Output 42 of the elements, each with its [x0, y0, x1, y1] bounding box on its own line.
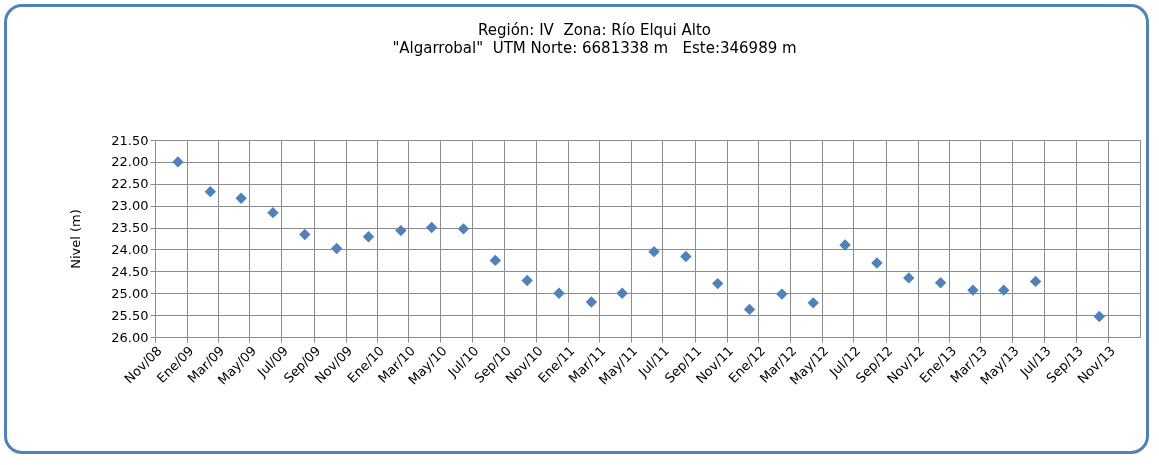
point [457, 223, 470, 235]
point [425, 221, 438, 234]
point [585, 296, 598, 308]
point [553, 287, 565, 299]
chart-subtitle: "Algarrobal" UTM Norte: 6681338 m Este:346989 m [392, 39, 797, 57]
y-tick-label: 24.00 [111, 241, 149, 257]
point [235, 192, 247, 204]
point [204, 185, 217, 198]
point [1093, 310, 1105, 323]
y-tick-label: 25.50 [111, 307, 149, 323]
point [616, 287, 628, 299]
chart-title: Región: IV Zona: Río Elqui Alto [478, 21, 711, 39]
point [934, 277, 947, 289]
y-tick-label: 22.50 [111, 176, 149, 192]
y-tick-label: 25.00 [111, 285, 149, 301]
y-tick-label: 22.00 [111, 154, 149, 170]
point [680, 250, 692, 263]
point [967, 284, 979, 296]
point [1029, 275, 1042, 288]
point [267, 206, 279, 219]
point [489, 254, 502, 267]
point [172, 156, 184, 168]
y-axis-title: Nivel (m) [68, 209, 84, 269]
point [807, 297, 819, 309]
point [998, 284, 1010, 296]
point [871, 257, 883, 269]
y-tick-label: 26.00 [111, 329, 149, 345]
point [521, 274, 533, 287]
y-tick-label: 23.00 [111, 198, 149, 214]
y-tick-label: 21.50 [111, 132, 149, 148]
point [743, 303, 756, 316]
point [712, 277, 724, 290]
point [362, 231, 375, 243]
point [395, 224, 407, 237]
y-tick-label: 23.50 [111, 220, 149, 236]
point [776, 288, 788, 300]
point [299, 228, 311, 241]
point [330, 242, 343, 255]
point [903, 272, 915, 284]
point [648, 245, 660, 258]
y-tick-label: 24.50 [111, 263, 149, 279]
point [839, 239, 851, 251]
